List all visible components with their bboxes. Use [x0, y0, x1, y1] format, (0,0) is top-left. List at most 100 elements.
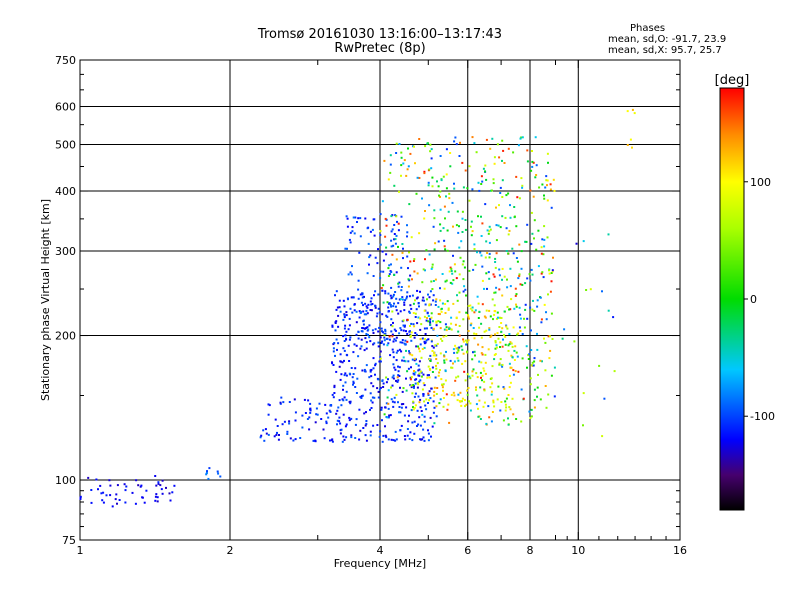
data-point: [541, 360, 543, 363]
data-point: [498, 326, 501, 328]
colorbar-tick-label: 100: [750, 176, 771, 189]
data-point: [429, 320, 431, 323]
data-point: [420, 375, 423, 378]
data-point: [387, 178, 390, 181]
data-point: [515, 225, 518, 228]
data-point: [443, 355, 446, 358]
data-point: [549, 183, 552, 186]
data-point: [436, 180, 438, 183]
data-point: [521, 333, 524, 335]
data-point: [529, 417, 532, 419]
data-point: [447, 308, 450, 311]
data-point: [398, 143, 401, 145]
data-point: [437, 374, 440, 377]
data-point: [397, 285, 400, 288]
data-point: [364, 434, 367, 437]
data-point: [524, 282, 527, 285]
data-point: [382, 343, 385, 346]
data-point: [338, 299, 341, 302]
data-point: [545, 406, 548, 409]
data-point: [418, 401, 421, 404]
data-point: [410, 236, 413, 239]
data-point: [519, 137, 522, 140]
data-point: [367, 242, 370, 245]
data-point: [527, 358, 530, 360]
data-point: [378, 326, 381, 329]
data-point: [412, 302, 415, 305]
data-point: [484, 316, 487, 319]
data-point: [508, 308, 511, 311]
data-point: [447, 210, 450, 213]
data-point: [294, 419, 297, 422]
data-point: [429, 321, 432, 324]
data-point: [463, 370, 466, 373]
data-point: [501, 215, 504, 218]
data-point: [458, 346, 461, 349]
data-point: [364, 302, 367, 305]
data-point: [361, 394, 364, 397]
data-point: [424, 303, 427, 306]
data-point: [541, 183, 544, 186]
data-point: [435, 324, 438, 327]
data-point: [546, 199, 549, 202]
data-point: [456, 294, 458, 297]
data-point: [406, 295, 408, 298]
data-point: [484, 170, 486, 173]
data-point: [507, 147, 510, 150]
data-point: [498, 362, 501, 365]
data-point: [348, 419, 351, 422]
data-point: [338, 399, 341, 402]
data-point: [371, 329, 374, 332]
data-point: [416, 289, 419, 292]
data-point: [499, 346, 501, 348]
data-point: [401, 390, 404, 393]
data-point: [407, 360, 410, 363]
data-point: [386, 344, 389, 347]
data-point: [159, 484, 162, 487]
data-point: [457, 330, 460, 333]
data-point: [437, 320, 440, 323]
data-point: [369, 370, 372, 373]
data-point: [90, 489, 93, 491]
data-point: [461, 161, 464, 164]
data-point: [268, 404, 271, 407]
data-point: [543, 238, 546, 241]
data-point: [469, 324, 472, 327]
data-point: [402, 387, 405, 390]
data-point: [415, 358, 417, 361]
data-point: [360, 345, 363, 348]
data-point: [390, 330, 393, 333]
data-point: [386, 315, 389, 318]
data-point: [388, 302, 391, 305]
data-point: [427, 338, 430, 341]
data-point: [495, 252, 498, 255]
data-point: [332, 396, 335, 399]
data-point: [482, 405, 485, 408]
data-point: [469, 409, 472, 412]
data-point: [507, 394, 510, 396]
data-point: [351, 230, 354, 233]
data-point: [498, 204, 500, 207]
data-point: [467, 339, 470, 342]
data-point: [530, 329, 532, 332]
data-point: [430, 387, 433, 390]
data-point: [454, 344, 457, 347]
data-point: [433, 217, 436, 220]
data-point: [369, 408, 371, 411]
data-point: [543, 194, 545, 197]
data-point: [494, 261, 497, 263]
data-point: [400, 286, 403, 288]
data-point: [116, 502, 118, 505]
data-point: [428, 368, 431, 370]
data-point: [441, 383, 443, 386]
data-point: [493, 313, 496, 316]
data-point: [423, 315, 426, 318]
data-point: [396, 349, 399, 352]
data-point: [448, 192, 451, 195]
data-point: [428, 374, 430, 377]
data-point: [379, 336, 382, 339]
data-point: [362, 327, 365, 330]
data-point: [398, 332, 401, 335]
data-point: [458, 155, 461, 157]
